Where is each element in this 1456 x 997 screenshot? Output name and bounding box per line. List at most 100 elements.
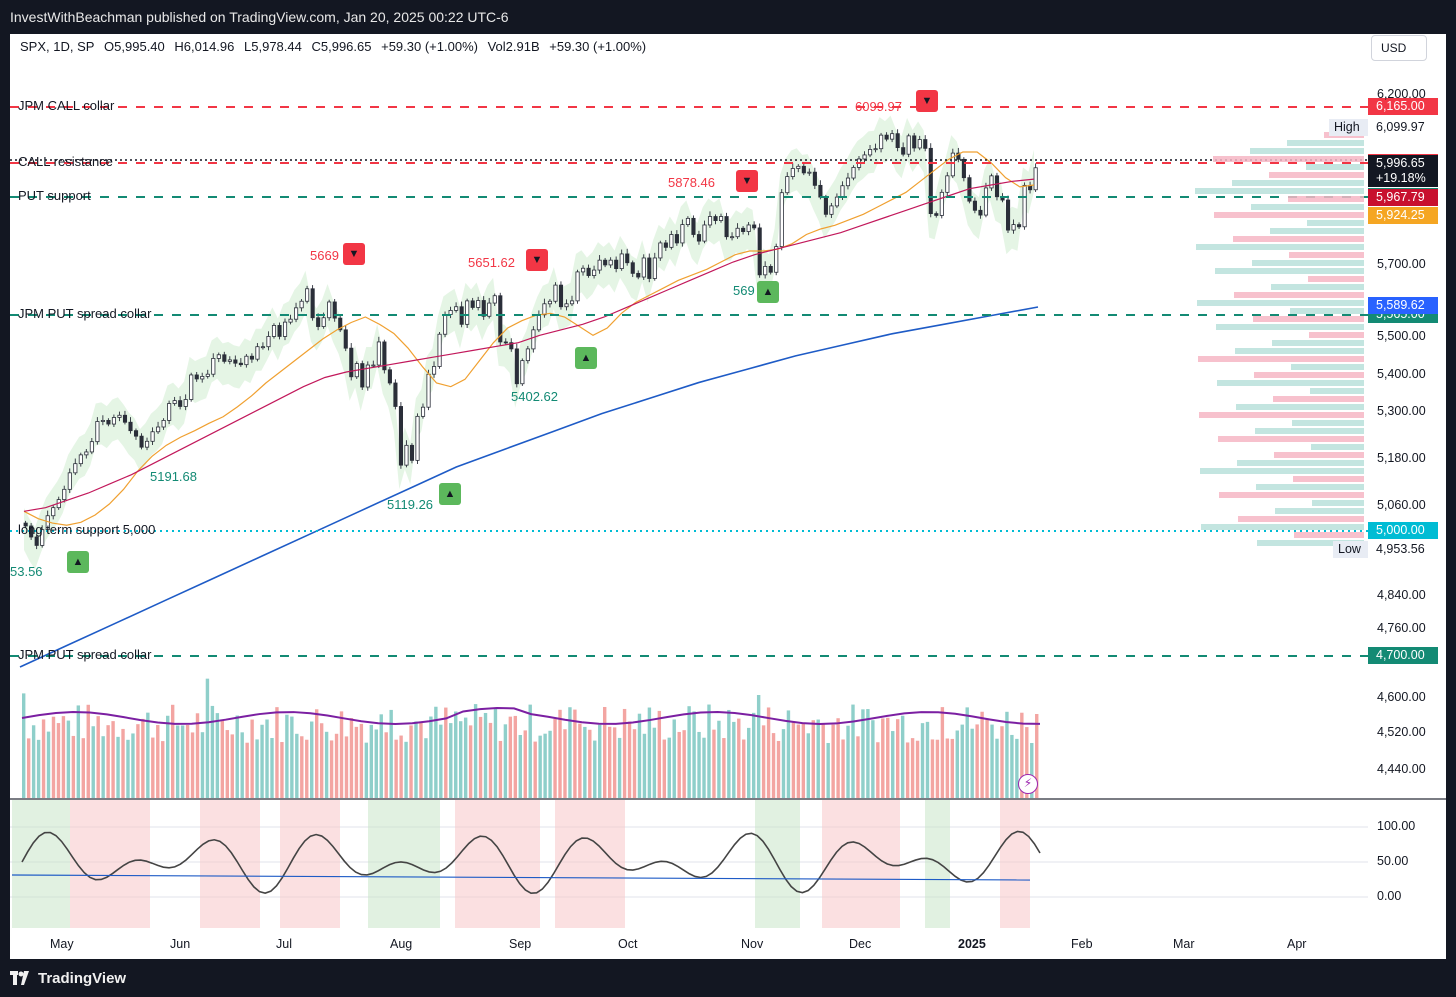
volume-bar: [250, 719, 254, 798]
candle-body: [972, 200, 977, 211]
close-value: C5,996.65: [311, 39, 372, 54]
volume-profile-bar: [1236, 404, 1364, 410]
volume-ma-line: [21, 707, 1041, 726]
volume-bar: [945, 738, 950, 798]
x-axis-label: 2025: [958, 937, 986, 951]
volume-bar: [1015, 738, 1019, 798]
buy-signal-icon: ▲: [575, 347, 597, 369]
candle-body: [928, 147, 933, 215]
volume-bar: [449, 723, 453, 798]
candle-body: [525, 348, 530, 362]
candle-body: [895, 133, 900, 148]
candle-body: [978, 209, 983, 216]
oscillator-tick-label: 50.00: [1377, 854, 1409, 868]
currency-button[interactable]: USD: [1371, 35, 1427, 61]
volume-bar: [930, 739, 935, 798]
volume-bar: [915, 740, 920, 798]
volume-bar: [603, 706, 607, 798]
volume-bar: [627, 721, 632, 798]
volume-bar: [523, 730, 527, 798]
volume-bar: [359, 723, 364, 798]
candle-body: [382, 341, 387, 371]
volume-bar: [1010, 734, 1014, 798]
volume-bar: [990, 724, 994, 798]
volume-profile-bar: [1257, 540, 1364, 546]
volume-bar: [895, 719, 900, 798]
candle-body: [879, 134, 884, 150]
volume-bar: [444, 707, 448, 798]
volume-bar: [846, 725, 850, 798]
price-annotation: 53.56: [10, 564, 43, 579]
price-tag: 5,967.79: [1368, 189, 1438, 206]
volume-bar: [473, 704, 478, 798]
price-tick-label: 4,760.00: [1377, 621, 1426, 635]
volume-profile-bar: [1293, 476, 1364, 482]
candle-body: [189, 374, 194, 400]
candle-body: [1006, 199, 1011, 231]
candle-body: [476, 300, 481, 308]
candle-body: [917, 139, 922, 149]
lightning-icon[interactable]: ⚡: [1018, 774, 1038, 794]
candle-body: [233, 359, 238, 364]
volume-bar: [91, 726, 95, 798]
volume-profile-bar: [1233, 236, 1364, 242]
volume-bar: [151, 737, 155, 798]
volume-profile-bar: [1269, 172, 1364, 178]
candle-body: [730, 236, 735, 239]
volume-bar: [702, 737, 706, 798]
oscillator-shade: [925, 800, 950, 928]
volume-bar: [215, 713, 220, 798]
volume-bar: [766, 707, 771, 798]
volume-bar: [270, 737, 274, 798]
candle-body: [647, 257, 652, 279]
volume-bar: [488, 722, 493, 798]
high-label: High: [1329, 119, 1369, 136]
volume-bar: [329, 740, 334, 798]
price-tag: 5,924.25: [1368, 207, 1438, 224]
x-axis-label: Jul: [276, 937, 292, 951]
x-axis-label: Dec: [849, 937, 872, 951]
x-axis-label: Oct: [618, 937, 638, 951]
volume-profile-bar: [1271, 284, 1364, 290]
price-annotation: 6099.97: [855, 99, 902, 114]
volume-profile-bar: [1254, 372, 1364, 378]
candle-body: [834, 196, 840, 207]
candle-body: [266, 336, 271, 348]
volume-profile-bar: [1287, 140, 1364, 146]
oscillator-shade: [368, 800, 440, 928]
symbol-label[interactable]: SPX, 1D, SP: [20, 39, 95, 54]
volume-bar: [871, 720, 875, 798]
buy-signal-icon: ▲: [757, 281, 779, 303]
candle-body: [994, 175, 1000, 198]
volume-bar: [399, 735, 403, 798]
candle-body: [746, 224, 751, 232]
sell-signal-icon: ▼: [526, 249, 548, 271]
volume-profile-bar: [1275, 508, 1364, 514]
price-tick-label: 5,500.00: [1377, 329, 1426, 343]
volume-bar: [354, 726, 359, 798]
candle-body: [404, 444, 409, 466]
volume-bar: [742, 739, 746, 798]
candle-body: [365, 364, 370, 388]
volume-bar: [51, 716, 56, 798]
tradingview-logo[interactable]: TradingView: [10, 967, 126, 989]
volume-bar: [543, 733, 547, 798]
candle-body: [222, 354, 227, 362]
volume-bar: [558, 709, 562, 798]
volume-bar: [275, 707, 279, 798]
candle-body: [868, 149, 873, 156]
candle-body: [945, 175, 950, 193]
volume-bar: [225, 730, 229, 798]
volume-profile-bar: [1273, 396, 1364, 402]
volume-bar: [126, 739, 130, 798]
volume-bar: [995, 738, 999, 798]
price-chart[interactable]: [10, 34, 1446, 959]
volume-bar: [190, 732, 195, 798]
volume-bar: [339, 711, 344, 798]
volume-bar: [419, 721, 423, 798]
candle-body: [961, 158, 966, 179]
volume-bar: [76, 705, 81, 798]
volume-bar: [195, 713, 200, 798]
volume-bar: [235, 715, 239, 798]
candle-body: [415, 415, 420, 461]
